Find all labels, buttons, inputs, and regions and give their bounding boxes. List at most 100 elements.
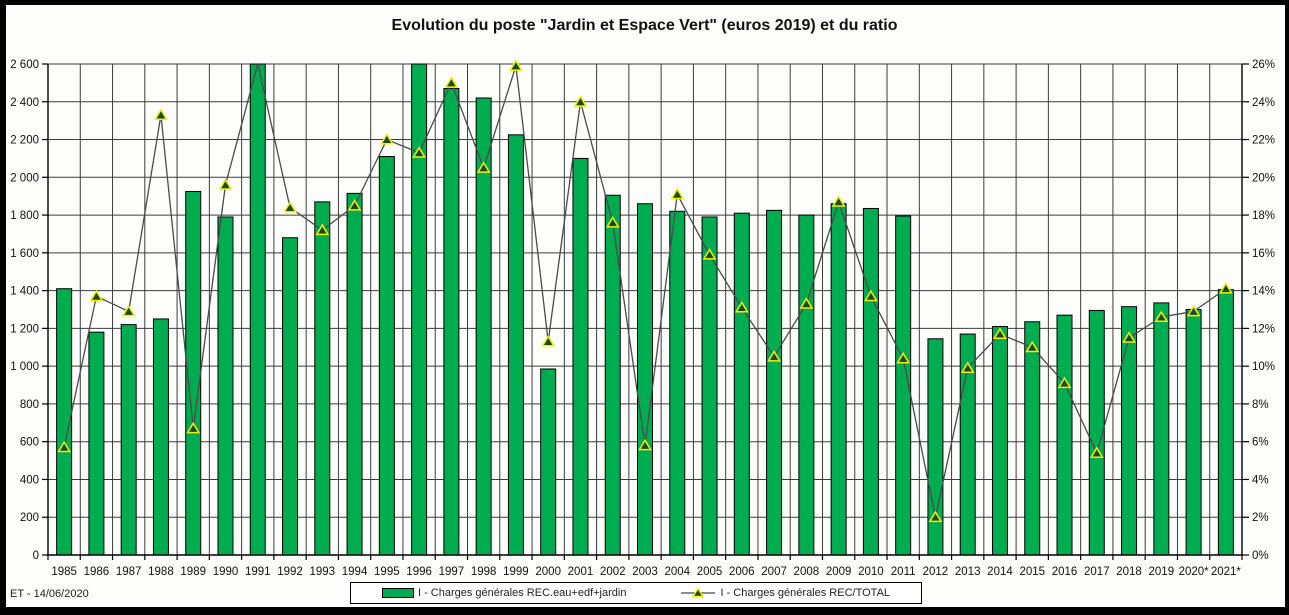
ratio-marker-1987	[121, 304, 136, 317]
x-axis-year-label: 2009	[826, 566, 852, 578]
ratio-marker-2002	[605, 215, 620, 228]
bar-2001	[572, 157, 589, 556]
right-axis-tick-label: 26%	[1252, 59, 1275, 71]
x-axis-year-label: 1992	[277, 566, 303, 578]
x-axis-year-label: 1991	[245, 566, 271, 578]
bar-1997	[443, 88, 460, 556]
ratio-marker-1996	[412, 146, 427, 158]
ratio-marker-2005	[702, 248, 717, 260]
ratio-marker-2004	[670, 187, 685, 200]
bar-2007	[766, 209, 783, 556]
right-axis-tick-label: 2%	[1252, 512, 1269, 524]
right-axis-tick-label: 0%	[1252, 550, 1269, 562]
left-axis-tick-label: 1 800	[10, 210, 39, 222]
right-axis-tick-label: 4%	[1252, 474, 1269, 486]
bar-series	[56, 63, 1234, 556]
ratio-marker-2008	[799, 297, 814, 309]
ratio-marker-2006	[734, 300, 749, 313]
ratio-marker-1988	[154, 108, 168, 120]
x-axis-year-label: 1993	[310, 566, 336, 578]
x-axis-year-label: 2007	[761, 566, 787, 578]
ratio-marker-2014	[993, 327, 1007, 339]
left-axis-tick-label: 600	[20, 437, 39, 449]
right-axis-tick-label: 20%	[1252, 172, 1275, 184]
gridlines	[48, 63, 1242, 555]
bar-2020*	[1185, 309, 1202, 556]
ratio-marker-2011	[896, 351, 911, 364]
ratio-marker-2021*	[1218, 282, 1233, 294]
right-axis-tick-label: 6%	[1252, 437, 1269, 449]
axis-labels: 0 200 400 600 800 1 000 1 200 1 400 1 600 1 800 2 …	[10, 59, 1275, 578]
left-axis-tick-label: 1 600	[10, 248, 39, 260]
left-axis-tick-label: 0	[33, 550, 39, 562]
right-axis-tick-label: 14%	[1252, 286, 1275, 298]
x-axis-year-label: 2000	[535, 566, 561, 578]
ratio-marker-1993	[315, 223, 330, 236]
ratio-marker-1998	[476, 161, 491, 173]
bar-1992	[282, 237, 299, 556]
right-axis-tick-label: 10%	[1252, 361, 1275, 373]
right-axis-tick-label: 16%	[1252, 248, 1275, 260]
x-axis-year-label: 1987	[116, 566, 142, 578]
x-axis-year-label: 2020*	[1179, 566, 1210, 578]
x-axis-year-label: 2014	[987, 566, 1013, 578]
x-axis-year-label: 2021*	[1211, 566, 1242, 578]
bar-2009	[830, 203, 847, 556]
x-axis-year-label: 2018	[1116, 566, 1142, 578]
ratio-marker-2020*	[1186, 304, 1201, 317]
x-axis-year-label: 2010	[858, 566, 884, 578]
bar-1990	[217, 216, 234, 556]
chart-legend: I - Charges générales REC.eau+edf+jardin…	[350, 582, 922, 604]
bar-1996	[411, 63, 428, 556]
bar-1987	[120, 324, 137, 556]
ratio-marker-1990	[218, 178, 233, 190]
line-series-marker-icon	[681, 587, 716, 598]
bar-2008	[798, 214, 815, 556]
x-axis-year-label: 2004	[664, 566, 690, 578]
bar-2019	[1153, 302, 1170, 556]
left-axis-tick-label: 1 400	[10, 286, 39, 298]
ratio-marker-2007	[767, 350, 782, 362]
bar-2015	[1024, 321, 1041, 556]
ratio-marker-2009	[831, 195, 846, 207]
ratio-marker-1985	[57, 440, 72, 453]
x-axis-year-label: 2003	[632, 566, 658, 578]
bar-2021*	[1217, 289, 1234, 556]
right-axis-tick-label: 12%	[1252, 323, 1275, 335]
ratio-marker-2003	[638, 438, 652, 451]
ratio-marker-1989	[186, 421, 201, 434]
ratio-marker-2015	[1025, 340, 1040, 353]
x-axis-year-label: 2012	[923, 566, 949, 578]
ratio-marker-1992	[283, 200, 297, 213]
ratio-marker-2001	[573, 95, 588, 107]
x-axis-year-label: 1994	[342, 566, 368, 578]
x-axis-year-label: 2019	[1149, 566, 1175, 578]
axes	[42, 63, 1249, 560]
x-axis-year-label: 1995	[374, 566, 400, 578]
legend-entry-bars: I - Charges générales REC.eau+edf+jardin	[381, 587, 627, 599]
x-axis-year-label: 1988	[148, 566, 174, 578]
bar-1995	[378, 156, 395, 556]
left-axis-tick-label: 1 200	[10, 323, 39, 335]
legend-label-bars: I - Charges générales REC.eau+edf+jardin	[417, 587, 627, 599]
ratio-marker-1999	[508, 59, 523, 71]
bar-1993	[314, 201, 331, 556]
bar-2003	[637, 203, 653, 556]
right-axis-tick-label: 22%	[1252, 135, 1275, 147]
x-axis-year-label: 1989	[180, 566, 206, 578]
left-axis-tick-label: 2 200	[10, 135, 39, 147]
bar-1999	[507, 134, 524, 556]
right-axis-tick-label: 18%	[1252, 210, 1275, 222]
ratio-marker-2010	[863, 289, 878, 302]
bar-2010	[862, 207, 879, 556]
line-series	[57, 59, 1233, 523]
chart-title: Evolution du poste "Jardin et Espace Ver…	[391, 17, 898, 34]
x-axis-year-label: 2006	[729, 566, 755, 578]
bar-2006	[733, 212, 750, 556]
ratio-marker-2000	[541, 334, 556, 347]
x-axis-year-label: 1986	[84, 566, 110, 578]
ratio-marker-2018	[1122, 331, 1136, 343]
x-axis-year-label: 2015	[1019, 566, 1045, 578]
